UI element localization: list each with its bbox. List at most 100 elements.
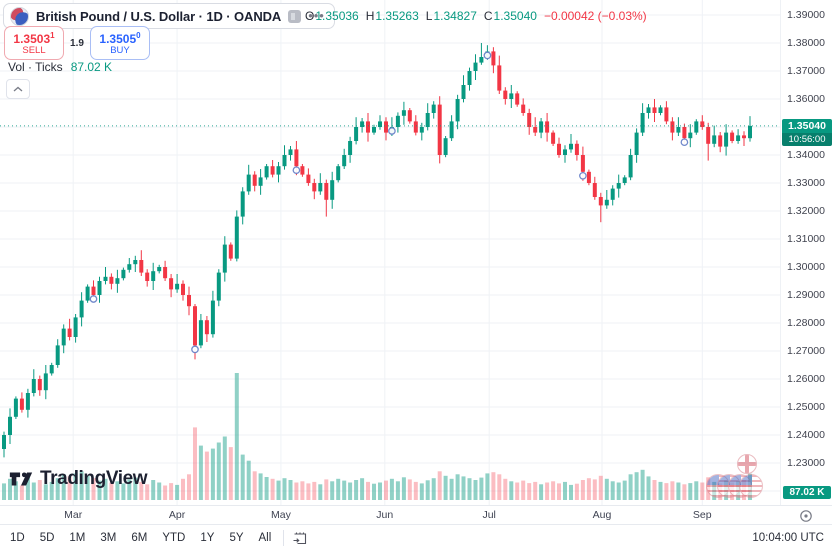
- volume-bar: [61, 474, 66, 500]
- event-marker-icon[interactable]: [191, 345, 199, 354]
- symbol-title[interactable]: British Pound / U.S. Dollar · 1D · OANDA: [36, 8, 282, 24]
- month-tick-label-apr: Apr: [168, 509, 186, 521]
- volume-bar: [145, 484, 150, 500]
- current-price-badge: 1.35040 10:56:00: [782, 119, 832, 146]
- range-button-5d[interactable]: 5D: [39, 532, 55, 544]
- volume-bar: [300, 481, 305, 500]
- candle-body: [658, 107, 663, 113]
- volume-bar: [551, 481, 556, 500]
- candle-body: [431, 104, 436, 113]
- collapse-legend-button[interactable]: [6, 79, 30, 99]
- utc-clock[interactable]: 10:04:00 UTC: [752, 532, 824, 544]
- volume-bar: [103, 478, 108, 500]
- sell-button[interactable]: 1.35031 SELL: [4, 26, 64, 60]
- event-marker-icon[interactable]: [680, 138, 689, 147]
- low-value: 1.34827: [433, 9, 477, 23]
- symbol-header[interactable]: British Pound / U.S. Dollar · 1D · OANDA…: [3, 3, 335, 29]
- volume-bar: [586, 478, 591, 500]
- go-to-date-button[interactable]: [290, 528, 310, 548]
- candle-body: [109, 276, 114, 284]
- candle-body: [61, 328, 66, 346]
- candle-body: [336, 166, 341, 181]
- volume-bar: [79, 471, 84, 500]
- volume-bar: [31, 482, 36, 500]
- volume-bar: [461, 476, 466, 500]
- price-axis[interactable]: 1.390001.380001.370001.360001.350001.340…: [780, 0, 832, 505]
- candle-body: [264, 166, 269, 178]
- volume-bar: [682, 484, 687, 500]
- range-button-5y[interactable]: 5Y: [229, 532, 244, 544]
- candle-body: [360, 121, 365, 127]
- sell-price: 1.3503: [13, 32, 51, 46]
- price-tick-label: 1.34000: [787, 149, 825, 161]
- event-marker-icon[interactable]: [483, 51, 492, 60]
- candle-body: [569, 143, 573, 150]
- time-settings-icon[interactable]: [798, 508, 814, 524]
- chart-plot-area[interactable]: [0, 0, 780, 505]
- volume-bar: [25, 477, 30, 500]
- candle-body: [300, 166, 305, 175]
- volume-bar: [574, 483, 579, 500]
- open-label: O: [305, 9, 315, 23]
- range-button-3m[interactable]: 3M: [100, 532, 117, 544]
- volume-bar: [276, 480, 281, 500]
- tradingview-watermark[interactable]: TradingView: [8, 466, 148, 492]
- range-button-6m[interactable]: 6M: [131, 532, 148, 544]
- volume-bar: [13, 481, 18, 500]
- volume-bar: [419, 483, 424, 500]
- candlestick-chart[interactable]: [0, 0, 780, 505]
- price-tick-label: 1.24000: [787, 429, 825, 441]
- range-button-1y[interactable]: 1Y: [200, 532, 215, 544]
- event-marker-icon[interactable]: [388, 127, 396, 135]
- candle-body: [342, 155, 347, 167]
- change-value: −0.00042 (−0.03%): [543, 9, 647, 23]
- usd-event-flag-icon[interactable]: [739, 474, 763, 498]
- trade-buttons: 1.35031 SELL 1.9 1.35050 BUY: [4, 26, 150, 60]
- event-marker-icon[interactable]: [292, 166, 301, 175]
- volume-bar: [694, 481, 699, 500]
- candle-body: [682, 127, 687, 139]
- more-options-icon[interactable]: •••: [308, 8, 325, 23]
- candle-body: [437, 104, 442, 155]
- candle-body: [151, 271, 156, 281]
- time-axis[interactable]: Mar Apr May Jun Jul Aug Sep: [0, 505, 832, 525]
- sell-label: SELL: [22, 45, 46, 56]
- candle-body: [443, 138, 448, 155]
- candle-body: [670, 121, 675, 133]
- candle-body: [294, 149, 299, 167]
- range-button-ytd[interactable]: YTD: [162, 532, 186, 544]
- range-button-1m[interactable]: 1M: [69, 532, 86, 544]
- volume-bar: [49, 481, 54, 500]
- event-marker-icon[interactable]: [89, 295, 98, 303]
- event-marker-icon[interactable]: [579, 171, 587, 180]
- volume-bar: [431, 478, 436, 500]
- month-tick-label-jun: Jun: [376, 509, 394, 521]
- volume-bar: [288, 480, 293, 500]
- candle-body: [580, 155, 585, 172]
- candle-body: [563, 149, 567, 155]
- volume-bar: [670, 481, 675, 500]
- gbp-event-flag-icon[interactable]: [737, 454, 757, 474]
- candle-body: [67, 328, 72, 337]
- source-logo-icon: [288, 9, 302, 23]
- buy-button[interactable]: 1.35050 BUY: [90, 26, 150, 60]
- candle-body: [598, 197, 603, 206]
- volume-bar: [384, 480, 388, 500]
- indicator-value: 87.02 K: [70, 60, 113, 74]
- candle-body: [521, 104, 526, 113]
- volume-bar: [216, 442, 221, 500]
- candle-body: [378, 121, 382, 127]
- range-button-all[interactable]: All: [258, 532, 272, 544]
- month-tick-label-sep: Sep: [692, 509, 712, 521]
- price-tick-label: 1.26000: [787, 373, 825, 385]
- candle-body: [79, 300, 84, 318]
- volume-bar: [366, 481, 370, 500]
- volume-indicator-legend[interactable]: Vol · Ticks 87.02 K: [8, 60, 112, 74]
- sell-price-sup: 1: [50, 31, 55, 40]
- range-button-1d[interactable]: 1D: [10, 532, 25, 544]
- candle-body: [664, 107, 669, 122]
- volume-bar: [204, 451, 209, 500]
- candle-body: [401, 110, 406, 116]
- volume-bar: [210, 448, 215, 500]
- candle-body: [234, 216, 239, 259]
